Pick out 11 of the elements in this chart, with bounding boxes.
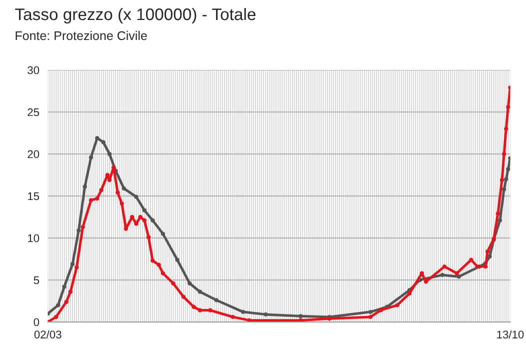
x-tick-label: 13/10 (497, 330, 524, 338)
y-tick-label: 20 (28, 150, 40, 158)
x-tick-label: 02/03 (34, 330, 62, 338)
y-tick-label: 30 (28, 66, 40, 74)
y-tick-label: 0 (34, 318, 40, 326)
y-tick-label: 15 (28, 192, 40, 200)
source-note: Fonte: Protezione Civile (16, 30, 147, 40)
y-tick-label: 25 (28, 108, 40, 116)
y-tick-label: 10 (28, 234, 40, 242)
chart-title: Tasso grezzo (x 100000) - Totale (15, 8, 256, 24)
y-tick-label: 5 (34, 276, 40, 284)
